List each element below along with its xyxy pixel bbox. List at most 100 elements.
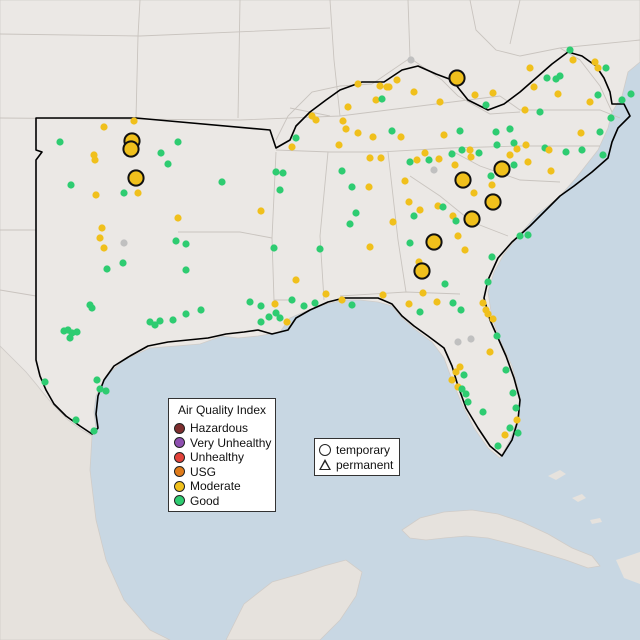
monitor-site-marker[interactable]	[366, 154, 373, 161]
monitor-site-marker[interactable]	[577, 129, 584, 136]
monitor-site-marker[interactable]	[342, 125, 349, 132]
monitor-site-marker[interactable]	[457, 306, 464, 313]
monitor-site-marker[interactable]	[72, 416, 79, 423]
monitor-site-marker[interactable]	[526, 64, 533, 71]
monitor-site-marker[interactable]	[513, 416, 520, 423]
monitor-site-marker[interactable]	[416, 206, 423, 213]
monitor-site-marker[interactable]	[88, 304, 95, 311]
monitor-site-marker[interactable]	[421, 149, 428, 156]
monitor-site-marker[interactable]	[348, 183, 355, 190]
monitor-site-marker[interactable]	[410, 212, 417, 219]
monitor-site-marker[interactable]	[454, 232, 461, 239]
monitor-site-marker[interactable]	[405, 198, 412, 205]
monitor-site-marker[interactable]	[376, 82, 383, 89]
monitor-site-marker[interactable]	[90, 427, 97, 434]
monitor-site-marker[interactable]	[311, 299, 318, 306]
monitor-site-marker[interactable]	[93, 376, 100, 383]
temporary-site-marker[interactable]	[414, 263, 429, 278]
monitor-site-marker[interactable]	[130, 117, 137, 124]
monitor-site-marker[interactable]	[344, 103, 351, 110]
monitor-site-marker[interactable]	[602, 64, 609, 71]
monitor-site-marker[interactable]	[441, 280, 448, 287]
monitor-site-marker[interactable]	[506, 151, 513, 158]
monitor-site-marker[interactable]	[354, 129, 361, 136]
monitor-site-marker[interactable]	[316, 245, 323, 252]
monitor-site-marker[interactable]	[562, 148, 569, 155]
monitor-site-marker[interactable]	[292, 276, 299, 283]
monitor-site-marker[interactable]	[510, 161, 517, 168]
monitor-site-marker[interactable]	[288, 143, 295, 150]
monitor-site-marker[interactable]	[488, 253, 495, 260]
monitor-site-marker[interactable]	[449, 299, 456, 306]
monitor-site-marker[interactable]	[513, 145, 520, 152]
monitor-site-marker[interactable]	[470, 189, 477, 196]
monitor-site-marker[interactable]	[257, 207, 264, 214]
monitor-site-marker[interactable]	[451, 161, 458, 168]
monitor-site-marker[interactable]	[430, 166, 437, 173]
monitor-site-marker[interactable]	[530, 83, 537, 90]
monitor-site-marker[interactable]	[246, 298, 253, 305]
monitor-site-marker[interactable]	[425, 156, 432, 163]
monitor-site-marker[interactable]	[596, 128, 603, 135]
monitor-site-marker[interactable]	[627, 90, 634, 97]
monitor-site-marker[interactable]	[174, 214, 181, 221]
monitor-site-marker[interactable]	[283, 318, 290, 325]
temporary-site-marker[interactable]	[449, 70, 464, 85]
temporary-site-marker[interactable]	[455, 172, 470, 187]
monitor-site-marker[interactable]	[100, 123, 107, 130]
temporary-site-marker[interactable]	[464, 211, 479, 226]
monitor-site-marker[interactable]	[103, 265, 110, 272]
monitor-site-marker[interactable]	[494, 442, 501, 449]
monitor-site-marker[interactable]	[257, 318, 264, 325]
monitor-site-marker[interactable]	[406, 158, 413, 165]
monitor-site-marker[interactable]	[543, 74, 550, 81]
monitor-site-marker[interactable]	[354, 80, 361, 87]
monitor-site-marker[interactable]	[100, 244, 107, 251]
monitor-site-marker[interactable]	[292, 134, 299, 141]
monitor-site-marker[interactable]	[265, 313, 272, 320]
monitor-site-marker[interactable]	[102, 387, 109, 394]
monitor-site-marker[interactable]	[440, 131, 447, 138]
monitor-site-marker[interactable]	[270, 244, 277, 251]
monitor-site-marker[interactable]	[308, 112, 315, 119]
monitor-site-marker[interactable]	[578, 146, 585, 153]
monitor-site-marker[interactable]	[464, 398, 471, 405]
monitor-site-marker[interactable]	[489, 315, 496, 322]
monitor-site-marker[interactable]	[119, 259, 126, 266]
monitor-site-marker[interactable]	[372, 96, 379, 103]
monitor-site-marker[interactable]	[134, 189, 141, 196]
monitor-site-marker[interactable]	[279, 169, 286, 176]
monitor-site-marker[interactable]	[488, 181, 495, 188]
monitor-site-marker[interactable]	[618, 96, 625, 103]
monitor-site-marker[interactable]	[410, 88, 417, 95]
monitor-site-marker[interactable]	[120, 189, 127, 196]
temporary-site-marker[interactable]	[123, 141, 138, 156]
monitor-site-marker[interactable]	[524, 158, 531, 165]
temporary-site-marker[interactable]	[494, 161, 509, 176]
monitor-site-marker[interactable]	[475, 149, 482, 156]
monitor-site-marker[interactable]	[413, 156, 420, 163]
monitor-site-marker[interactable]	[407, 56, 414, 63]
monitor-site-marker[interactable]	[452, 217, 459, 224]
monitor-site-marker[interactable]	[554, 90, 561, 97]
monitor-site-marker[interactable]	[369, 133, 376, 140]
monitor-site-marker[interactable]	[348, 301, 355, 308]
monitor-site-marker[interactable]	[462, 390, 469, 397]
monitor-site-marker[interactable]	[419, 289, 426, 296]
monitor-site-marker[interactable]	[338, 167, 345, 174]
monitor-site-marker[interactable]	[484, 278, 491, 285]
monitor-site-marker[interactable]	[521, 106, 528, 113]
monitor-site-marker[interactable]	[288, 296, 295, 303]
monitor-site-marker[interactable]	[479, 299, 486, 306]
monitor-site-marker[interactable]	[377, 154, 384, 161]
monitor-site-marker[interactable]	[522, 141, 529, 148]
monitor-site-marker[interactable]	[452, 368, 459, 375]
monitor-site-marker[interactable]	[405, 300, 412, 307]
monitor-site-marker[interactable]	[388, 127, 395, 134]
monitor-site-marker[interactable]	[397, 133, 404, 140]
monitor-site-marker[interactable]	[156, 317, 163, 324]
monitor-site-marker[interactable]	[182, 240, 189, 247]
monitor-site-marker[interactable]	[439, 203, 446, 210]
monitor-site-marker[interactable]	[461, 246, 468, 253]
